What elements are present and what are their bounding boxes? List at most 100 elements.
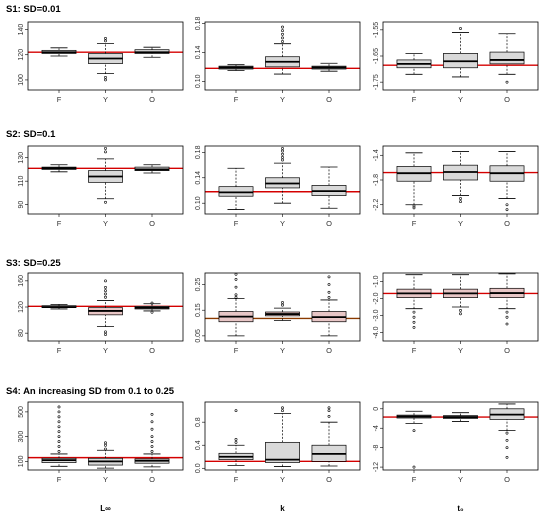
box-O [134,164,170,174]
outlier-point [234,285,238,289]
y-tick-label: 500 [18,406,25,418]
box-Y [265,25,300,75]
box-F [41,405,77,467]
outlier-point [281,152,284,156]
outlier-point [150,435,154,439]
outlier-point [281,158,284,162]
x-tick-label: O [326,95,332,104]
y-tick-label: 80 [18,329,25,337]
outlier-point [104,295,107,299]
outlier-point [104,39,107,43]
outlier-point [150,445,154,448]
outlier-point [505,455,509,459]
outlier-point [327,406,331,410]
y-tick-label: -1.8 [373,174,380,186]
outlier-point [281,36,284,40]
box-F [396,152,432,210]
outlier-point [327,415,331,418]
outlier-point [150,310,154,314]
y-tick-label: 100 [18,74,25,86]
x-tick-label: F [57,95,62,104]
chart-panel: 0.10 0.14 0.18 F Y O [195,145,361,228]
x-tick-label: Y [280,475,285,484]
outlier-point [505,438,509,442]
outlier-point [57,440,61,443]
outlier-point [104,292,107,296]
outlier-point [57,450,61,453]
outlier-point [459,200,462,204]
outlier-point [104,443,107,447]
x-tick-label: O [326,219,332,228]
box-F [396,52,432,75]
outlier-point [57,410,61,414]
outlier-point [57,435,61,439]
y-tick-label: 90 [18,201,25,209]
box-O [311,275,347,337]
box-iqr [218,186,254,197]
row-title: S4: An increasing SD from 0.1 to 0.25 [6,386,175,397]
outlier-point [57,425,61,429]
box-F [218,64,254,71]
outlier-point [505,310,509,314]
outlier-point [505,446,509,450]
outlier-point [459,308,462,312]
outlier-point [104,333,107,336]
y-tick-label: 0.10 [195,74,202,88]
outlier-point [412,310,416,314]
box-Y [88,146,123,204]
x-tick-label: Y [458,475,463,484]
outlier-point [104,146,107,150]
outlier-point [412,206,416,210]
x-tick-label: O [326,475,332,484]
x-tick-label: Y [280,219,285,228]
x-tick-label: F [234,475,239,484]
box-O [311,406,347,467]
outlier-point [150,420,154,424]
box-F [396,274,432,329]
outlier-point [234,438,238,441]
outlier-point [505,203,509,207]
outlier-point [150,412,154,416]
y-tick-label: 0.8 [195,417,202,427]
box-O [489,151,525,212]
outlier-point [281,25,284,29]
box-F [41,47,77,57]
x-tick-label: O [149,219,155,228]
y-tick-label: 0.18 [195,17,202,31]
box-O [489,403,525,459]
y-tick-label: -1.55 [373,22,380,38]
x-tick-label: F [412,346,417,355]
outlier-point [505,80,509,84]
outlier-point [104,76,107,79]
chart-panel: 100 120 140 F Y O [18,21,184,104]
box-O [311,62,347,72]
y-tick-label: 140 [18,24,25,36]
box-Y [443,412,478,422]
outlier-point [459,197,462,200]
box-Y [88,279,123,336]
outlier-point [104,441,107,445]
chart-panel: 80 120 160 F Y O [18,272,184,355]
outlier-point [281,156,284,159]
x-tick-label: Y [103,95,108,104]
y-tick-label: 0.0 [195,463,202,473]
y-tick-label: -1.0 [373,275,380,287]
box-iqr [489,51,525,65]
box-F [41,303,77,310]
y-tick-label: 100 [18,455,25,467]
outlier-point [104,289,107,293]
chart-panel: 100 300 500 F Y O [18,401,184,484]
x-tick-label: F [234,219,239,228]
box-O [489,273,525,326]
outlier-point [104,36,107,40]
box-F [218,167,254,210]
y-tick-label: 120 [18,49,25,61]
plot-frame [204,272,361,342]
column-label: L∞ [100,504,111,513]
chart-panel: -2.2 -1.8 -1.4 F Y O [373,145,539,228]
outlier-point [104,447,107,451]
chart-panel: -1.75 -1.65 -1.55 F Y O [373,21,539,104]
y-tick-label: -4 [373,425,380,431]
y-tick-label: 0.10 [195,196,202,210]
